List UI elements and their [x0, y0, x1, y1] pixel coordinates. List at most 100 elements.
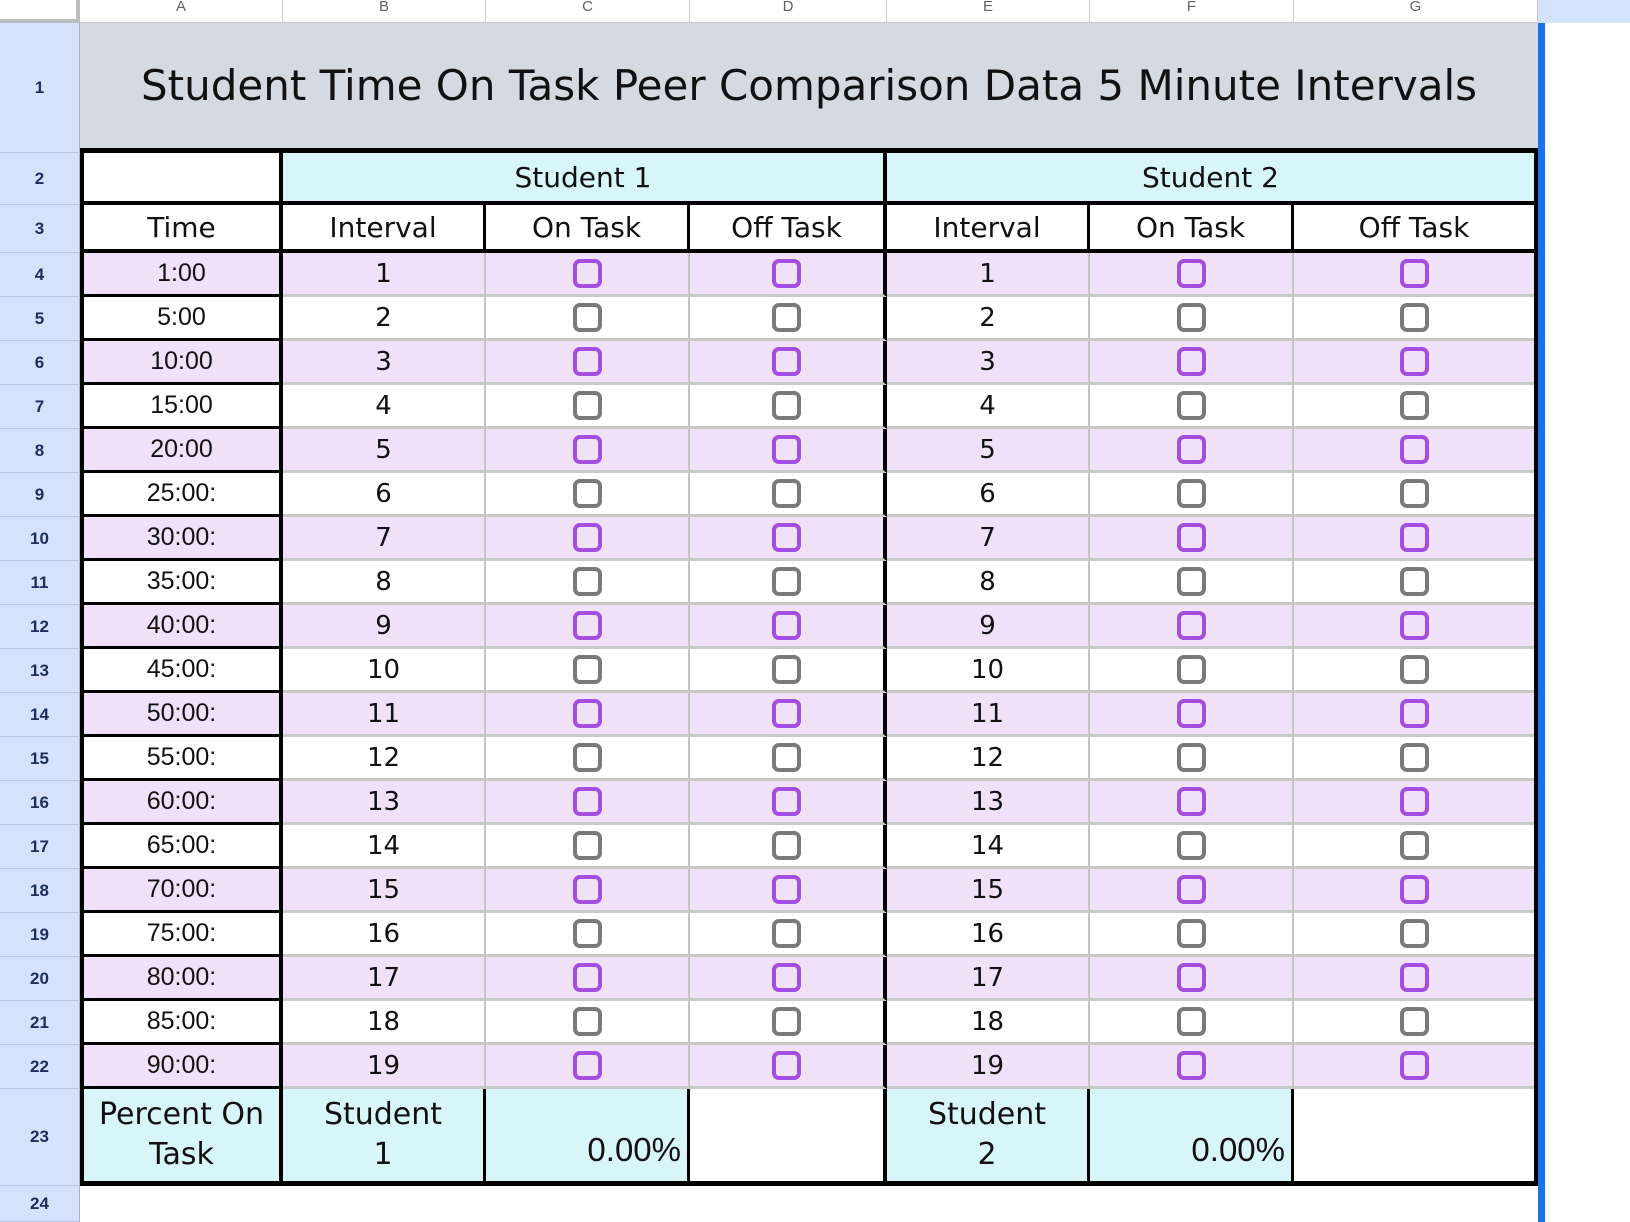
- s1-on-task-checkbox[interactable]: [572, 787, 602, 816]
- s2-off-task-cell[interactable]: [1294, 561, 1534, 605]
- s2-off-task-cell[interactable]: [1294, 385, 1534, 429]
- s1-on-task-cell[interactable]: [486, 957, 690, 1001]
- s2-on-task-checkbox[interactable]: [1176, 1051, 1206, 1080]
- s2-off-task-cell[interactable]: [1294, 517, 1534, 561]
- row-header-1[interactable]: 1: [0, 23, 80, 153]
- s2-off-task-checkbox[interactable]: [1399, 787, 1429, 816]
- s1-on-task-checkbox[interactable]: [572, 611, 602, 640]
- s2-off-task-checkbox[interactable]: [1399, 567, 1429, 596]
- s1-off-task-checkbox[interactable]: [772, 567, 801, 596]
- s2-on-task-cell[interactable]: [1090, 825, 1294, 869]
- row-header-20[interactable]: 20: [0, 957, 80, 1001]
- s1-on-task-cell[interactable]: [486, 693, 690, 737]
- s2-interval-cell[interactable]: 9: [887, 605, 1090, 649]
- student2-group-header[interactable]: Student 2: [887, 153, 1534, 201]
- s2-on-task-checkbox[interactable]: [1176, 611, 1206, 640]
- s1-interval-cell[interactable]: 4: [283, 385, 486, 429]
- s1-on-task-checkbox[interactable]: [572, 1007, 602, 1036]
- s1-interval-cell[interactable]: 14: [283, 825, 486, 869]
- row-header-19[interactable]: 19: [0, 913, 80, 957]
- s2-on-task-checkbox[interactable]: [1176, 743, 1206, 772]
- s2-interval-cell[interactable]: 12: [887, 737, 1090, 781]
- s2-off-task-cell[interactable]: [1294, 913, 1534, 957]
- s1-off-task-checkbox[interactable]: [772, 303, 801, 332]
- s2-off-task-checkbox[interactable]: [1399, 919, 1429, 948]
- s2-off-task-checkbox[interactable]: [1399, 303, 1429, 332]
- row-header-11[interactable]: 11: [0, 561, 80, 605]
- row-header-22[interactable]: 22: [0, 1045, 80, 1089]
- time-cell[interactable]: 55:00:: [84, 737, 283, 781]
- s1-interval-cell[interactable]: 13: [283, 781, 486, 825]
- s2-interval-cell[interactable]: 7: [887, 517, 1090, 561]
- s2-off-task-cell[interactable]: [1294, 869, 1534, 913]
- s2-on-task-cell[interactable]: [1090, 1045, 1294, 1089]
- s1-off-task-cell[interactable]: [690, 253, 887, 297]
- s2-on-task-column-header[interactable]: On Task: [1090, 205, 1294, 249]
- s1-on-task-checkbox[interactable]: [572, 391, 602, 420]
- s1-on-task-checkbox[interactable]: [572, 875, 602, 904]
- s2-off-task-checkbox[interactable]: [1399, 743, 1429, 772]
- s1-off-task-cell[interactable]: [690, 693, 887, 737]
- s1-on-task-checkbox[interactable]: [572, 523, 602, 552]
- s2-off-task-cell[interactable]: [1294, 341, 1534, 385]
- row-header-12[interactable]: 12: [0, 605, 80, 649]
- s1-on-task-checkbox[interactable]: [572, 831, 602, 860]
- time-cell[interactable]: 5:00: [84, 297, 283, 341]
- row-header-4[interactable]: 4: [0, 253, 80, 297]
- s1-interval-cell[interactable]: 2: [283, 297, 486, 341]
- column-header-highlight[interactable]: [1538, 0, 1630, 23]
- s1-off-task-checkbox[interactable]: [772, 743, 801, 772]
- s2-on-task-cell[interactable]: [1090, 429, 1294, 473]
- student2-percent-cell[interactable]: 0.00%: [1090, 1089, 1294, 1181]
- row-header-17[interactable]: 17: [0, 825, 80, 869]
- s1-off-task-cell[interactable]: [690, 737, 887, 781]
- s1-on-task-cell[interactable]: [486, 869, 690, 913]
- s1-interval-cell[interactable]: 19: [283, 1045, 486, 1089]
- time-cell[interactable]: 60:00:: [84, 781, 283, 825]
- s1-off-task-cell[interactable]: [690, 649, 887, 693]
- s1-on-task-cell[interactable]: [486, 385, 690, 429]
- s1-interval-column-header[interactable]: Interval: [283, 205, 486, 249]
- empty-cell-g23[interactable]: [1294, 1089, 1534, 1181]
- row-header-15[interactable]: 15: [0, 737, 80, 781]
- s2-on-task-cell[interactable]: [1090, 561, 1294, 605]
- s1-off-task-checkbox[interactable]: [772, 787, 801, 816]
- s1-off-task-checkbox[interactable]: [772, 831, 801, 860]
- time-cell[interactable]: 80:00:: [84, 957, 283, 1001]
- time-cell[interactable]: 1:00: [84, 253, 283, 297]
- s2-off-task-cell[interactable]: [1294, 957, 1534, 1001]
- s1-off-task-cell[interactable]: [690, 473, 887, 517]
- s1-off-task-cell[interactable]: [690, 825, 887, 869]
- s1-on-task-cell[interactable]: [486, 473, 690, 517]
- row-header-16[interactable]: 16: [0, 781, 80, 825]
- column-header-E[interactable]: E: [887, 0, 1090, 23]
- column-header-A[interactable]: A: [80, 0, 283, 23]
- s2-off-task-cell[interactable]: [1294, 825, 1534, 869]
- s2-on-task-checkbox[interactable]: [1176, 259, 1206, 288]
- s2-on-task-checkbox[interactable]: [1176, 787, 1206, 816]
- row-header-21[interactable]: 21: [0, 1001, 80, 1045]
- s1-off-task-cell[interactable]: [690, 1001, 887, 1045]
- s1-on-task-checkbox[interactable]: [572, 435, 602, 464]
- s1-interval-cell[interactable]: 10: [283, 649, 486, 693]
- row-header-14[interactable]: 14: [0, 693, 80, 737]
- s1-off-task-cell[interactable]: [690, 913, 887, 957]
- s2-on-task-checkbox[interactable]: [1176, 347, 1206, 376]
- empty-cell-d23[interactable]: [690, 1089, 887, 1181]
- s2-off-task-checkbox[interactable]: [1399, 435, 1429, 464]
- s2-off-task-cell[interactable]: [1294, 473, 1534, 517]
- s2-off-task-checkbox[interactable]: [1399, 611, 1429, 640]
- s1-off-task-checkbox[interactable]: [772, 699, 801, 728]
- s2-on-task-checkbox[interactable]: [1176, 479, 1206, 508]
- s1-off-task-checkbox[interactable]: [772, 1007, 801, 1036]
- row-header-3[interactable]: 3: [0, 205, 80, 253]
- s1-on-task-checkbox[interactable]: [572, 303, 602, 332]
- s1-on-task-cell[interactable]: [486, 429, 690, 473]
- s2-interval-column-header[interactable]: Interval: [887, 205, 1090, 249]
- s1-interval-cell[interactable]: 15: [283, 869, 486, 913]
- s2-on-task-cell[interactable]: [1090, 869, 1294, 913]
- s2-on-task-cell[interactable]: [1090, 913, 1294, 957]
- column-header-C[interactable]: C: [486, 0, 690, 23]
- s2-on-task-cell[interactable]: [1090, 473, 1294, 517]
- s2-on-task-cell[interactable]: [1090, 517, 1294, 561]
